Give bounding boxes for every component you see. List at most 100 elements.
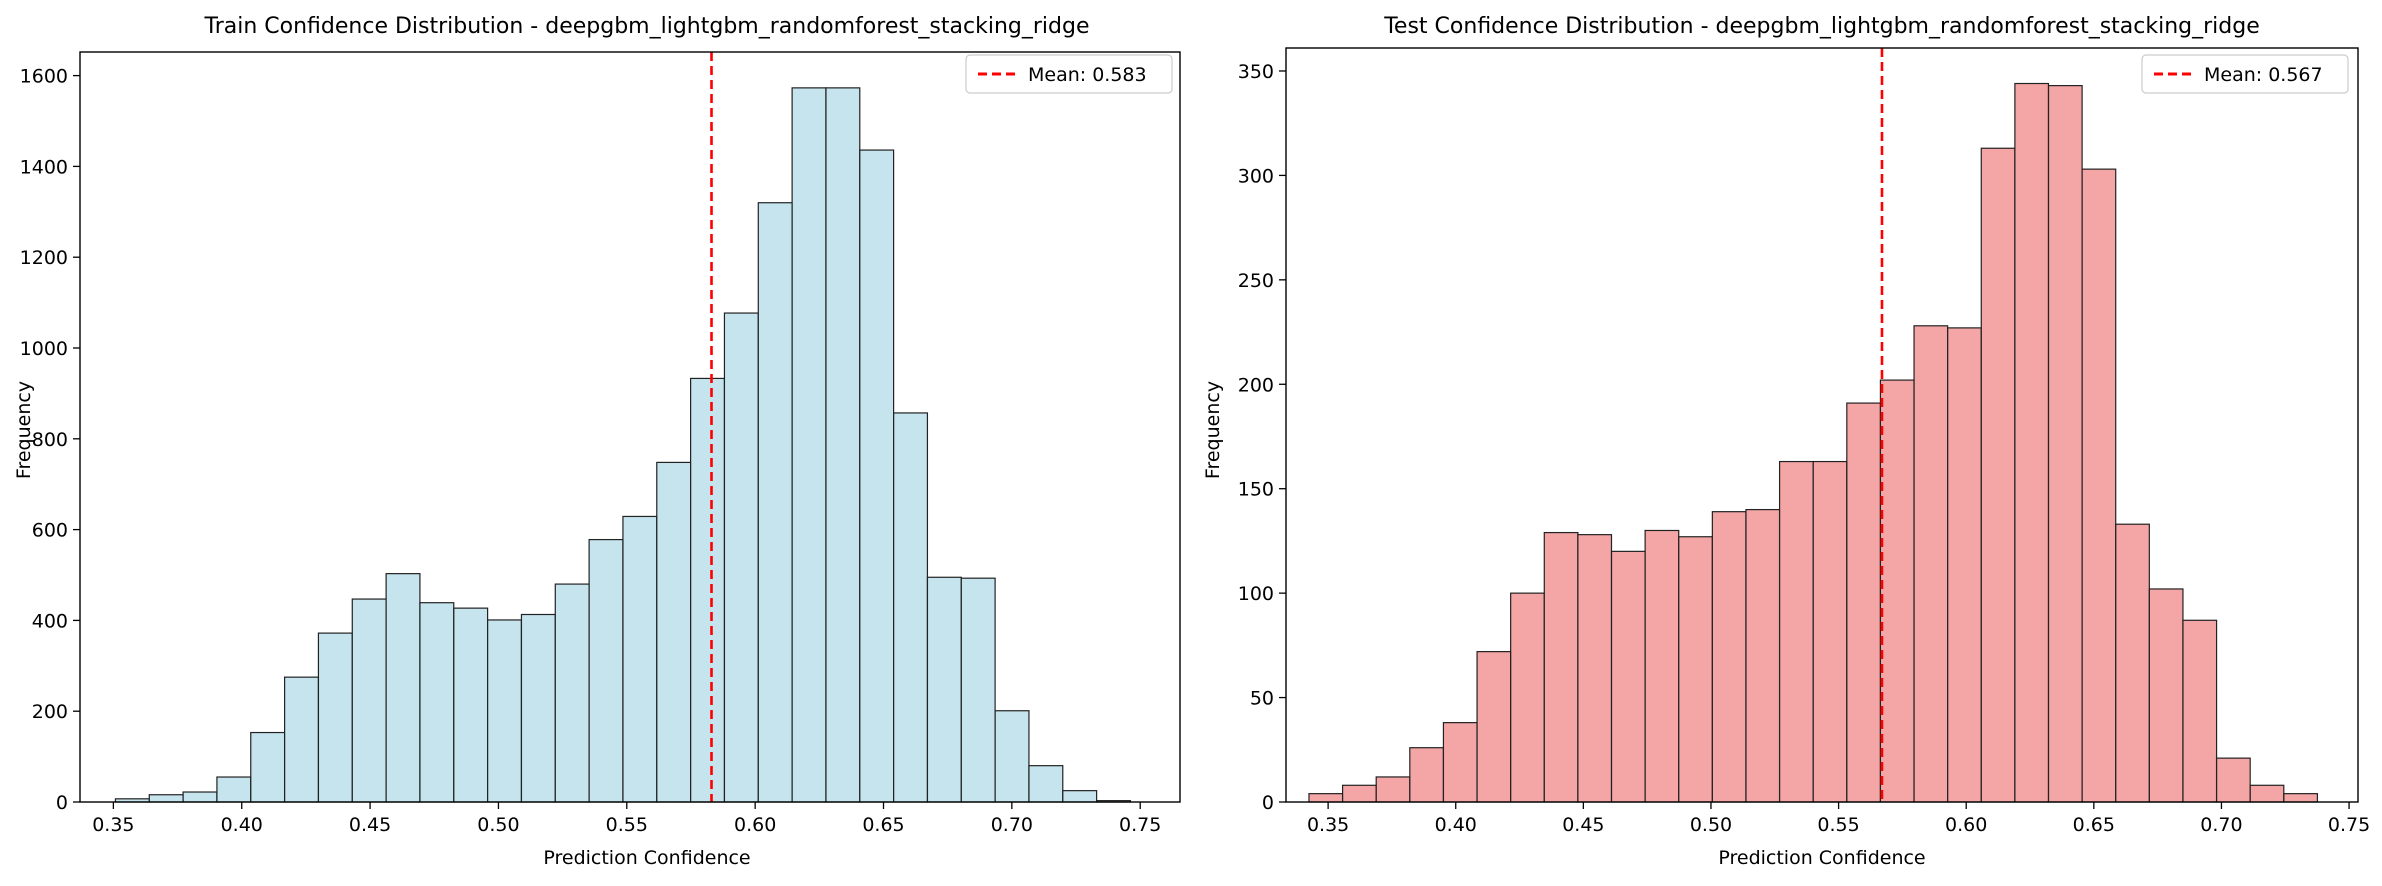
plot-frame: [79, 51, 1181, 803]
x-tick-label: 0.60: [734, 814, 776, 836]
histogram-bar: [2047, 84, 2083, 803]
x-tick-label: 0.45: [349, 814, 391, 836]
histogram-bar: [588, 538, 624, 803]
histogram-bar: [1879, 379, 1915, 803]
histogram-bar: [1028, 765, 1064, 803]
x-tick-label: 0.60: [1945, 814, 1987, 836]
histogram-bar: [148, 794, 184, 803]
y-tick-label: 200: [1238, 374, 1274, 396]
histogram-bar: [893, 412, 929, 803]
x-tick-label: 0.75: [1119, 814, 1161, 836]
legend-label: Mean: 0.567: [2204, 64, 2323, 86]
histogram-bar: [859, 149, 895, 803]
histogram-bar: [2081, 168, 2117, 803]
histogram-bar: [690, 377, 726, 803]
legend: Mean: 0.567: [2141, 54, 2349, 94]
x-tick-label: 0.65: [2073, 814, 2115, 836]
histogram-bar: [926, 576, 962, 803]
chart-title: Test Confidence Distribution - deepgbm_l…: [1383, 14, 2260, 39]
histogram-bar: [825, 87, 861, 803]
histogram-bar: [250, 731, 286, 803]
histogram-bar: [453, 607, 489, 803]
histogram-bar: [2182, 619, 2218, 803]
y-tick-label: 400: [32, 610, 68, 632]
histogram-bar: [757, 202, 793, 803]
histogram-bar: [791, 87, 827, 803]
histogram-bar: [1778, 460, 1814, 803]
y-axis-ticks: 0 200 400 600 800 1000 1200 1400 1600: [20, 66, 80, 814]
x-tick-label: 0.50: [477, 814, 519, 836]
legend: Mean: 0.583: [965, 54, 1173, 94]
y-tick-label: 50: [1250, 688, 1274, 710]
histogram-bar: [385, 573, 421, 803]
chart-title: Train Confidence Distribution - deepgbm_…: [204, 14, 1090, 39]
histogram-bar: [1476, 651, 1512, 803]
y-tick-label: 1400: [20, 156, 68, 178]
y-tick-label: 250: [1238, 270, 1274, 292]
histogram-bar: [419, 602, 455, 803]
histogram-bar: [1678, 536, 1713, 803]
histogram-bar: [1510, 592, 1545, 803]
train-histogram-panel: Train Confidence Distribution - deepgbm_…: [13, 14, 1181, 869]
y-axis-label: Frequency: [1202, 381, 1224, 479]
x-tick-label: 0.35: [1307, 814, 1349, 836]
histogram-bar: [284, 676, 320, 803]
y-axis-label: Frequency: [13, 381, 35, 479]
histogram-bar: [2148, 588, 2184, 803]
histogram-bar: [1543, 531, 1579, 803]
histogram-bar: [2215, 757, 2251, 803]
histogram-bar: [520, 613, 556, 803]
histogram-bar: [2115, 523, 2150, 803]
histogram-bar: [1341, 784, 1377, 803]
histogram-bar: [1980, 147, 2016, 803]
x-tick-label: 0.40: [221, 814, 263, 836]
y-tick-label: 0: [1262, 792, 1274, 814]
x-tick-label: 0.35: [92, 814, 134, 836]
histogram-bar: [317, 632, 353, 803]
y-tick-label: 200: [32, 701, 68, 723]
x-tick-label: 0.55: [606, 814, 648, 836]
y-tick-label: 1000: [20, 338, 68, 360]
x-tick-label: 0.65: [862, 814, 904, 836]
histogram-bar: [487, 619, 523, 803]
histogram-bar: [1947, 327, 1982, 803]
histogram-bar: [1711, 511, 1747, 803]
histogram-bar: [1745, 508, 1781, 803]
x-tick-label: 0.40: [1435, 814, 1477, 836]
histogram-bar: [2249, 784, 2285, 803]
legend-box: [965, 54, 1173, 94]
y-axis-ticks: 0 50 100 150 200 250 300 350: [1238, 61, 1286, 814]
y-tick-label: 600: [32, 520, 68, 542]
histogram-bar: [1610, 550, 1646, 803]
histogram-bar: [351, 598, 387, 803]
test-histogram-panel: Test Confidence Distribution - deepgbm_l…: [1202, 14, 2370, 869]
legend-box: [2141, 54, 2349, 94]
plot-frame: [1285, 47, 2359, 803]
y-tick-label: 300: [1238, 165, 1274, 187]
histogram-bar: [1409, 747, 1445, 803]
histogram-bar: [2283, 793, 2319, 803]
histogram-bar: [1308, 793, 1344, 803]
x-tick-label: 0.55: [1817, 814, 1859, 836]
x-axis-label: Prediction Confidence: [543, 847, 750, 869]
histogram-bar: [1577, 534, 1613, 803]
x-tick-label: 0.70: [991, 814, 1033, 836]
histogram-bar: [1442, 722, 1478, 803]
histogram-bar: [554, 583, 590, 803]
histogram-bar: [1062, 790, 1098, 803]
histogram-bar: [1644, 529, 1680, 803]
legend-label: Mean: 0.583: [1028, 64, 1147, 86]
x-axis-label: Prediction Confidence: [1718, 847, 1925, 869]
y-tick-label: 1600: [20, 66, 68, 88]
histogram-bar: [2014, 82, 2050, 803]
x-tick-label: 0.50: [1690, 814, 1732, 836]
y-tick-label: 150: [1238, 479, 1274, 501]
x-tick-label: 0.45: [1562, 814, 1604, 836]
histogram-bar: [1846, 402, 1882, 803]
histogram-bar: [960, 577, 996, 803]
histogram-bar: [622, 515, 658, 803]
histogram-bar: [1375, 776, 1411, 803]
histogram-bar: [656, 461, 692, 803]
histogram-bar: [1812, 460, 1848, 803]
